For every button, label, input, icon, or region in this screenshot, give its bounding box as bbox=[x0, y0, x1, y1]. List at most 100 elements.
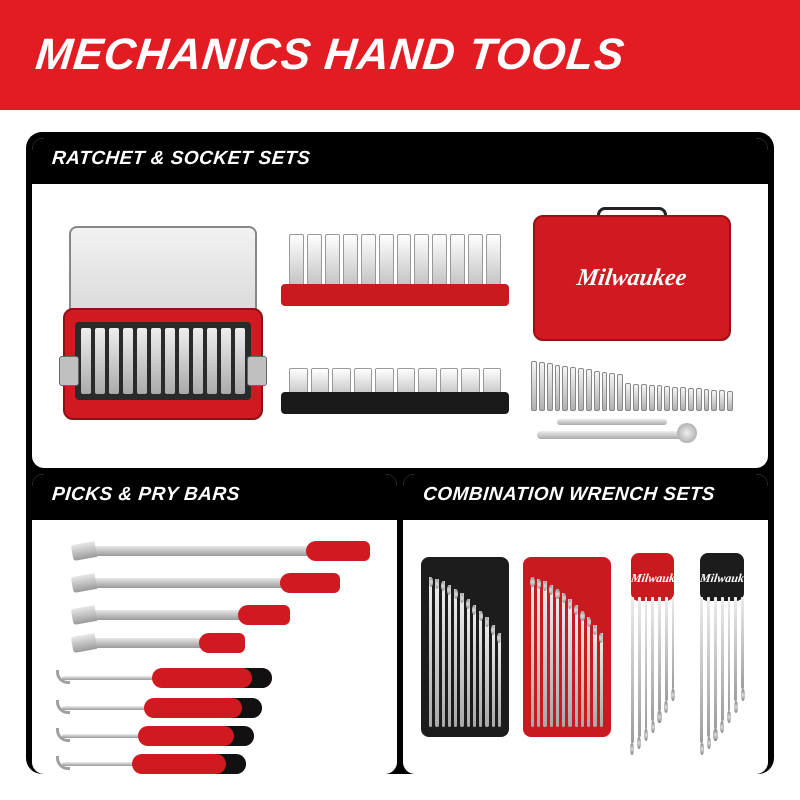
wrench-icon bbox=[575, 605, 578, 727]
wrench-icon bbox=[587, 617, 590, 727]
section-label-text: RATCHET & SOCKET SETS bbox=[51, 148, 311, 170]
packout-lid-icon bbox=[69, 226, 257, 318]
wrench-stand-icon: Milwaukee bbox=[625, 547, 681, 747]
latch-icon bbox=[247, 356, 267, 386]
section-label: COMBINATION WRENCH SETS bbox=[403, 474, 768, 520]
wrench-sets-icon: Milwaukee Milwaukee bbox=[411, 528, 760, 766]
socket-icon bbox=[379, 234, 394, 290]
wrench-icon bbox=[448, 585, 451, 727]
wrench-icon bbox=[429, 577, 432, 727]
pick-grip-icon bbox=[144, 698, 262, 718]
case-lid-icon: Milwaukee bbox=[533, 215, 731, 341]
socket-icon bbox=[235, 328, 245, 394]
combo-wrench-body: Milwaukee Milwaukee bbox=[403, 520, 768, 774]
pick-tool-icon bbox=[62, 726, 254, 746]
wrench-icon bbox=[721, 597, 724, 721]
socket-icon bbox=[594, 371, 600, 411]
packout-case-icon bbox=[63, 226, 263, 426]
socket-icon bbox=[325, 234, 340, 290]
socket-icon bbox=[109, 328, 119, 394]
socket-icon bbox=[539, 362, 545, 411]
wrench-icon bbox=[645, 597, 648, 729]
pry-tip-icon bbox=[71, 605, 97, 625]
socket-rail-black-icon bbox=[281, 340, 509, 420]
socket-icon bbox=[657, 385, 663, 411]
socket-icon bbox=[617, 374, 623, 411]
socket-icon bbox=[711, 390, 717, 411]
socket-icon bbox=[555, 365, 561, 411]
socket-rail-red-icon bbox=[281, 232, 509, 312]
wrench-icon bbox=[672, 597, 675, 689]
socket-icon bbox=[688, 388, 694, 411]
pry-tip-icon bbox=[71, 633, 97, 653]
wrench-icon bbox=[550, 585, 553, 727]
wrench-icon bbox=[581, 611, 584, 727]
wrench-tray-icon bbox=[421, 557, 509, 737]
socket-icon bbox=[137, 328, 147, 394]
wrench-icon bbox=[473, 605, 476, 727]
socket-icon bbox=[609, 373, 615, 411]
socket-rails-icon bbox=[281, 232, 509, 420]
latch-icon bbox=[59, 356, 79, 386]
socket-icon bbox=[633, 384, 639, 411]
red-toolcase-icon: Milwaukee bbox=[527, 211, 737, 441]
packout-tray-icon bbox=[75, 322, 251, 400]
wrench-tray-icon bbox=[523, 557, 611, 737]
socket-icon bbox=[450, 234, 465, 290]
pry-handle-icon bbox=[280, 573, 340, 593]
pry-handle-icon bbox=[238, 605, 290, 625]
category-grid: RATCHET & SOCKET SETS bbox=[26, 132, 774, 774]
wrench-icon bbox=[531, 577, 534, 727]
pick-tool-icon bbox=[62, 668, 272, 688]
wrench-icon bbox=[631, 597, 634, 743]
wrench-icon bbox=[728, 597, 731, 711]
pick-shaft-icon bbox=[62, 734, 144, 738]
pry-handle-icon bbox=[306, 541, 370, 561]
pick-grip-icon bbox=[152, 668, 272, 688]
extension-bar-icon bbox=[557, 419, 667, 425]
socket-icon bbox=[165, 328, 175, 394]
socket-icon bbox=[578, 368, 584, 411]
brand-logo-text: Milwaukee bbox=[699, 571, 745, 586]
pry-bar-icon bbox=[80, 638, 245, 648]
socket-icon bbox=[414, 234, 429, 290]
socket-icon bbox=[586, 369, 592, 411]
socket-icon bbox=[625, 383, 631, 411]
cell-ratchet-sockets: RATCHET & SOCKET SETS bbox=[32, 138, 768, 468]
stand-header-icon: Milwaukee bbox=[700, 553, 744, 601]
pry-handle-icon bbox=[199, 633, 245, 653]
wrench-row-icon bbox=[631, 597, 675, 743]
pick-grip-icon bbox=[138, 726, 254, 746]
socket-icon bbox=[486, 234, 501, 290]
socket-icon bbox=[151, 328, 161, 394]
stand-header-icon: Milwaukee bbox=[631, 553, 675, 601]
socket-icon bbox=[207, 328, 217, 394]
pick-shaft-icon bbox=[62, 676, 158, 680]
wrench-icon bbox=[537, 579, 540, 727]
wrench-stand-icon: Milwaukee bbox=[694, 547, 750, 747]
section-label-text: PICKS & PRY BARS bbox=[51, 484, 241, 506]
socket-icon bbox=[123, 328, 133, 394]
pry-bar-icon bbox=[80, 546, 370, 556]
wrench-icon bbox=[492, 625, 495, 727]
socket-icon bbox=[193, 328, 203, 394]
socket-icon bbox=[672, 387, 678, 411]
socket-icon bbox=[432, 234, 447, 290]
pick-shaft-icon bbox=[62, 762, 138, 766]
pick-tool-icon bbox=[62, 754, 246, 774]
wrench-icon bbox=[638, 597, 641, 737]
ratchet-sockets-body: Milwaukee bbox=[32, 184, 768, 468]
ratchet-handle-icon bbox=[537, 431, 687, 439]
wrench-icon bbox=[734, 597, 737, 701]
brand-logo-text: Milwaukee bbox=[630, 571, 676, 586]
wrench-icon bbox=[658, 597, 661, 711]
socket-icon bbox=[704, 389, 710, 411]
socket-icon bbox=[81, 328, 91, 394]
socket-icon bbox=[397, 234, 412, 290]
picks-pry-icon bbox=[40, 528, 389, 766]
wrench-row-icon bbox=[700, 597, 744, 743]
wrench-icon bbox=[714, 597, 717, 729]
socket-icon bbox=[531, 361, 537, 411]
rail-bar-icon bbox=[281, 392, 509, 414]
socket-array-icon bbox=[531, 347, 733, 411]
